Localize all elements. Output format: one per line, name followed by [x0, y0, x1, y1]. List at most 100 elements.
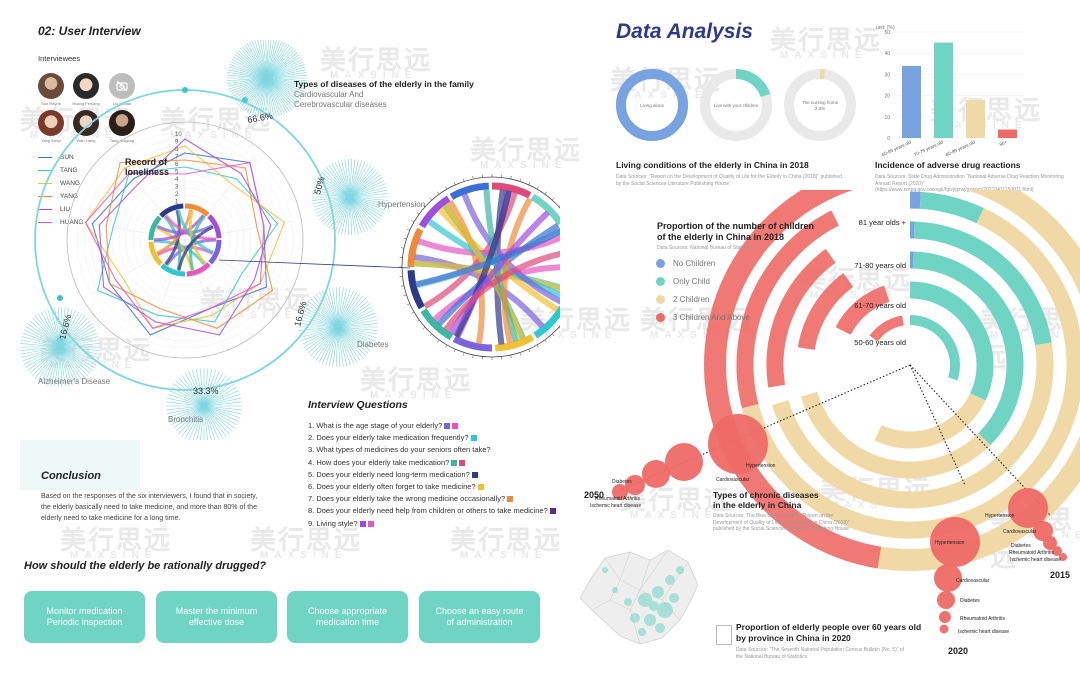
medication-time-button[interactable]: Choose appropriate medication time: [287, 591, 408, 643]
avatar[interactable]: [73, 73, 99, 99]
monitor-medication-button[interactable]: Monitor medication Periodic inspection: [24, 591, 145, 643]
avatar-placeholder[interactable]: [109, 73, 135, 99]
y-tick-label: 50: [884, 30, 890, 36]
bubble-label: Rheumatoid Arthritis: [595, 496, 641, 502]
diseases-title: Types of diseases of the elderly in the …: [294, 79, 474, 89]
bubble-label: Cardiovascular: [956, 578, 990, 584]
disease-starburst: [227, 40, 307, 118]
axis-tick-label: 10: [175, 132, 182, 138]
axis-tick-label: 9: [175, 140, 179, 146]
china-map: [579, 549, 699, 645]
ring-segment-red: [766, 248, 836, 388]
interviewee-line: [105, 159, 274, 329]
watermark-sub: MAXSINE: [460, 550, 548, 561]
disease-bubble: [939, 611, 951, 623]
y-tick-label: 20: [884, 94, 890, 100]
bubble-label: Diabetes: [612, 479, 632, 485]
axis-tick-label: 5: [175, 170, 179, 176]
disease-starburst: [298, 287, 378, 367]
donut-label: Living alone: [640, 103, 665, 108]
color-swatch: [444, 423, 451, 430]
bubble-label: Rheumatoid Arthritis: [960, 616, 1006, 622]
children-legend-item: 3 Children And Above: [656, 308, 750, 326]
question-item: 3. What types of medicines do your senio…: [308, 445, 491, 455]
children-legend-item: 2 Children: [656, 290, 750, 308]
disease-bubble: [1052, 546, 1062, 556]
legend-dot: [656, 258, 665, 268]
question-item: 5. Does your elderly need long-term medi…: [308, 469, 556, 481]
ring-segment-red: [835, 285, 890, 336]
x-tick-label: 60-69 years old: [881, 139, 912, 156]
disease-bubble: [934, 564, 962, 592]
axis-tick-label: 2: [175, 192, 179, 198]
watermark: 美行思远: [770, 25, 883, 55]
color-swatch: [470, 435, 477, 442]
bar: [998, 129, 1017, 138]
avatar[interactable]: [109, 110, 135, 136]
living-title: Living conditions of the elderly in Chin…: [616, 160, 809, 170]
year-label: 2020: [948, 646, 968, 656]
bubble-label: Hypertension: [985, 513, 1015, 519]
interviewee-line: [84, 161, 265, 329]
disease-bubble: [930, 517, 980, 567]
disease-bubble: [1043, 536, 1057, 550]
x-tick-label: 90+: [999, 139, 1008, 147]
y-tick-label: 10: [884, 115, 890, 121]
interviewees-label: Interviewees: [38, 54, 81, 63]
color-swatch: [452, 423, 459, 430]
legend-item-wang: WANG: [38, 177, 83, 190]
y-tick-label: 40: [884, 51, 890, 57]
watermark-sub: MAXSINE: [260, 550, 348, 561]
ring-segment: [913, 221, 1052, 346]
avatar[interactable]: [38, 73, 64, 99]
legend-item-sun: SUN: [38, 151, 83, 164]
page-title-left: 02: User Interview: [38, 24, 141, 38]
children-legend-item: Only Child: [656, 272, 750, 290]
y-tick-label: 30: [884, 72, 890, 78]
bubble-label: Ischemic heart disease: [1010, 557, 1061, 563]
bubble-label: Hypertension: [746, 463, 776, 469]
administration-route-button[interactable]: Choose an easy route of administration: [419, 591, 540, 643]
adverse-source: Data Sources: State Drug Administration …: [875, 174, 1064, 193]
conclusion-text: Based on the responses of the six interv…: [41, 493, 258, 522]
avatar-name: Yang Weiyi: [41, 138, 61, 143]
disease-percent: 16.6%: [292, 300, 308, 327]
avatar-name: Wan Liang: [76, 138, 96, 143]
color-swatch: [451, 459, 458, 466]
legend-item-tang: TANG: [38, 164, 83, 177]
drug-section-title: How should the elderly be rationally dru…: [24, 560, 267, 572]
chronic-title: Types of chronic diseases in the elderly…: [713, 490, 819, 511]
avatar[interactable]: [38, 110, 64, 136]
y-tick-label: 0: [887, 136, 890, 142]
color-swatch: [471, 471, 478, 478]
conclusion-title: Conclusion: [41, 470, 101, 482]
marker-dot: [182, 87, 188, 93]
map-title: Proportion of elderly people over 60 yea…: [736, 622, 922, 643]
avatar-name: Sun Rayne: [41, 101, 61, 106]
bubble-label: Cardiovascular: [716, 477, 750, 483]
bar: [966, 99, 985, 138]
minimum-dose-button[interactable]: Master the minimum effective dose: [156, 591, 277, 643]
ring-segment: [912, 251, 1024, 446]
axis-tick-label: 3: [175, 185, 179, 191]
map-inset: [716, 625, 732, 645]
legend-dot: [656, 294, 665, 304]
ring-segment: [919, 191, 984, 224]
disease-label-hypertension: Hypertension: [378, 200, 426, 209]
age-ring-label: 71-80 years old: [854, 261, 906, 270]
avatar[interactable]: [73, 110, 99, 136]
disease-bubble: [665, 443, 703, 481]
age-ring-label: 61-70 years old: [854, 301, 906, 310]
ring-segment-red: [797, 273, 854, 351]
conclusion-decor: [20, 440, 140, 490]
question-item: 1. What is the age stage of your elderly…: [308, 420, 556, 432]
disease-label-alzheimer: Alzheimer's Disease: [38, 377, 111, 386]
ring-segment: [874, 393, 986, 449]
avatar-name: Huang Fenlong: [72, 101, 100, 106]
page-title-right: Data Analysis: [616, 20, 753, 43]
disease-bubble: [1008, 488, 1048, 528]
children-legend: No Children Only Child 2 Children 3 Childre…: [656, 254, 750, 326]
disease-bubble: [612, 484, 628, 500]
ring-segment: [801, 391, 991, 479]
